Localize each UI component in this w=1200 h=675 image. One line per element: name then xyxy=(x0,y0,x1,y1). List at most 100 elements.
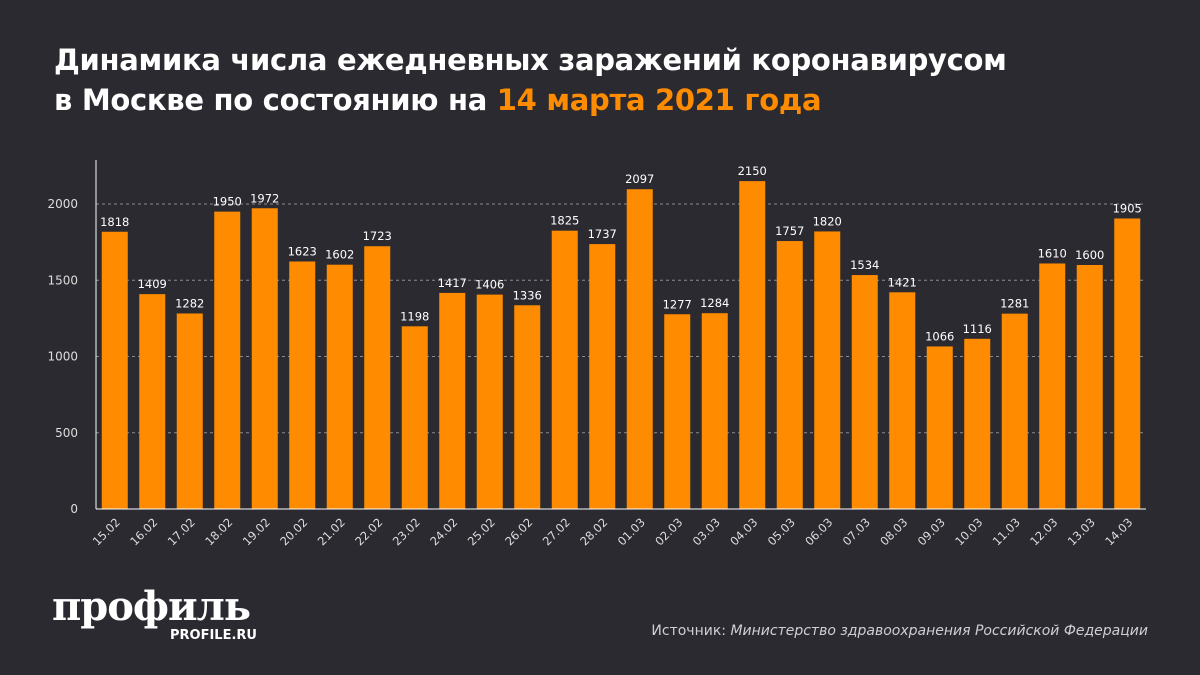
data-label: 1066 xyxy=(925,329,954,343)
data-label: 1972 xyxy=(250,191,279,205)
bar xyxy=(476,294,503,509)
bar xyxy=(1114,218,1141,510)
bar xyxy=(964,338,991,509)
bar xyxy=(251,208,278,509)
x-tick-label: 07.03 xyxy=(840,515,873,548)
data-label: 1281 xyxy=(1000,297,1029,311)
bar xyxy=(364,246,391,509)
bar xyxy=(214,211,241,509)
data-label: 1737 xyxy=(588,227,617,241)
bar xyxy=(401,326,428,509)
bar xyxy=(814,231,841,509)
data-label: 1820 xyxy=(813,214,842,228)
source-label: Источник: xyxy=(651,623,731,639)
x-tick-label: 17.02 xyxy=(165,515,198,548)
x-tick-label: 19.02 xyxy=(240,515,273,548)
title-line-2: в Москве по состоянию на 14 марта 2021 г… xyxy=(54,80,1007,120)
data-label: 1602 xyxy=(325,248,354,262)
x-tick-label: 25.02 xyxy=(465,515,498,548)
x-tick-label: 27.02 xyxy=(540,515,573,548)
x-tick-label: 23.02 xyxy=(390,515,423,548)
x-tick-label: 11.03 xyxy=(990,515,1023,548)
data-label: 1116 xyxy=(963,322,992,336)
bar xyxy=(889,292,916,509)
profile-logo: профиль xyxy=(52,583,251,630)
x-tick-label: 06.03 xyxy=(802,515,835,548)
data-label: 1284 xyxy=(700,296,729,310)
x-tick-label: 03.03 xyxy=(690,515,723,548)
bar xyxy=(439,292,466,509)
bar xyxy=(551,230,578,509)
profile-logo-url: PROFILE.RU xyxy=(170,628,257,643)
bar xyxy=(1001,313,1028,509)
x-tick-label: 15.02 xyxy=(90,515,123,548)
chart-title: Динамика числа ежедневных заражений коро… xyxy=(54,40,1007,120)
data-label: 1818 xyxy=(100,215,129,229)
x-tick-label: 14.03 xyxy=(1102,515,1135,548)
y-tick-label: 0 xyxy=(70,502,78,516)
data-label: 1623 xyxy=(288,244,317,258)
data-label: 1723 xyxy=(363,229,392,243)
x-tick-label: 28.02 xyxy=(577,515,610,548)
bar xyxy=(776,241,803,509)
title-line-1: Динамика числа ежедневных заражений коро… xyxy=(54,43,1007,77)
x-tick-label: 12.03 xyxy=(1027,515,1060,548)
x-tick-label: 02.03 xyxy=(652,515,685,548)
bar xyxy=(101,231,128,509)
x-tick-label: 01.03 xyxy=(615,515,648,548)
data-label: 1417 xyxy=(438,276,467,290)
data-label: 1406 xyxy=(475,278,504,292)
y-tick-label: 2000 xyxy=(47,197,78,211)
bar xyxy=(176,313,203,509)
x-tick-label: 09.03 xyxy=(915,515,948,548)
x-tick-label: 21.02 xyxy=(315,515,348,548)
data-label: 1757 xyxy=(775,224,804,238)
data-label: 2150 xyxy=(738,164,767,178)
x-tick-label: 24.02 xyxy=(427,515,460,548)
data-label: 1409 xyxy=(138,277,167,291)
x-tick-label: 08.03 xyxy=(877,515,910,548)
bar xyxy=(739,181,766,509)
data-label: 1905 xyxy=(1113,201,1142,215)
x-tick-label: 16.02 xyxy=(127,515,160,548)
x-tick-label: 22.02 xyxy=(352,515,385,548)
data-label: 1534 xyxy=(850,258,879,272)
data-label: 1336 xyxy=(513,288,542,302)
bar xyxy=(626,189,653,509)
data-label: 1825 xyxy=(550,214,579,228)
x-tick-label: 26.02 xyxy=(502,515,535,548)
bar xyxy=(326,264,353,509)
data-label: 1277 xyxy=(663,297,692,311)
x-tick-label: 04.03 xyxy=(727,515,760,548)
data-label: 1950 xyxy=(213,195,242,209)
source-note: Источник: Министерство здравоохранения Р… xyxy=(651,623,1148,639)
x-tick-label: 20.02 xyxy=(277,515,310,548)
data-label: 1282 xyxy=(175,296,204,310)
bar xyxy=(664,314,691,509)
x-tick-label: 13.03 xyxy=(1065,515,1098,548)
bar xyxy=(139,294,166,509)
data-label: 1198 xyxy=(400,309,429,323)
y-tick-label: 1000 xyxy=(47,350,78,364)
y-tick-label: 1500 xyxy=(47,273,78,287)
bar xyxy=(926,346,953,509)
y-tick-label: 500 xyxy=(55,426,78,440)
title-date: 14 марта 2021 года xyxy=(496,83,822,117)
data-label: 1421 xyxy=(888,275,917,289)
data-label: 1600 xyxy=(1075,248,1104,262)
title-prefix: в Москве по состоянию на xyxy=(54,83,497,117)
bar xyxy=(851,275,878,509)
bar xyxy=(1076,265,1103,509)
bar xyxy=(289,261,316,509)
bar xyxy=(1039,263,1066,509)
source-value: Министерство здравоохранения Российской … xyxy=(730,623,1148,639)
x-tick-label: 18.02 xyxy=(202,515,235,548)
bar xyxy=(589,244,616,510)
bar xyxy=(514,305,541,509)
x-tick-label: 05.03 xyxy=(765,515,798,548)
data-label: 1610 xyxy=(1038,246,1067,260)
x-tick-label: 10.03 xyxy=(952,515,985,548)
bar xyxy=(701,313,728,509)
data-label: 2097 xyxy=(625,172,654,186)
